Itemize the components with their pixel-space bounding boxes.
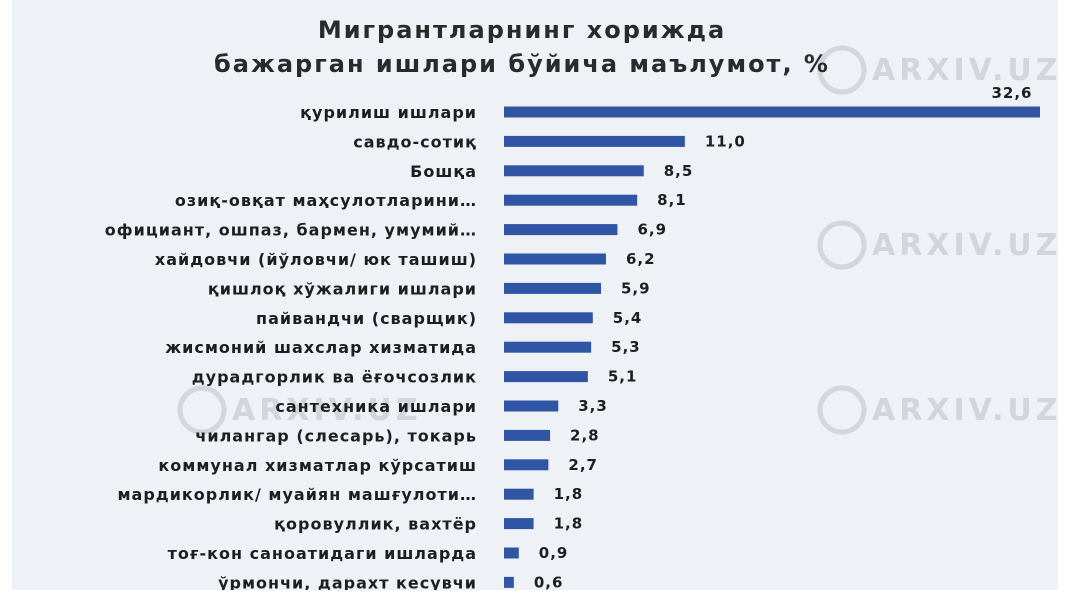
data-label: 0,9 bbox=[539, 544, 569, 562]
category-label: ўрмончи, дарахт кесувчи bbox=[218, 573, 477, 590]
watermark-magnifier-icon bbox=[177, 385, 227, 435]
bar bbox=[504, 576, 514, 588]
bars-layer: қурилиш ишлари 32,6 савдо-сотиқ 11,0 Бошқа 8,… bbox=[105, 84, 1040, 590]
chart-title-line-2: бажарган ишлари бўйича маълумот, % bbox=[214, 50, 830, 78]
watermark-layer: ARXIV.UZ ARXIV.UZ ARXIV.UZ ARXIV.UZ bbox=[177, 45, 1058, 435]
bar bbox=[504, 400, 559, 412]
category-label: дурадгорлик ва ёғочсозлик bbox=[192, 368, 477, 387]
category-label: қурилиш ишлари bbox=[300, 103, 477, 122]
chart-title-line-1: Мигрантларнинг хорижда bbox=[318, 16, 726, 44]
data-label: 8,1 bbox=[657, 191, 687, 209]
watermark-text: ARXIV.UZ bbox=[872, 53, 1058, 88]
data-label: 32,6 bbox=[991, 84, 1032, 102]
data-label: 2,7 bbox=[568, 456, 598, 474]
bar bbox=[504, 165, 644, 177]
data-label: 6,2 bbox=[626, 250, 656, 268]
bar bbox=[504, 429, 551, 441]
bar bbox=[504, 135, 685, 147]
bar bbox=[504, 194, 638, 206]
category-label: қоровуллик, вахтёр bbox=[274, 515, 477, 534]
watermark-magnifier-icon bbox=[817, 385, 867, 435]
watermark-text: ARXIV.UZ bbox=[872, 393, 1058, 428]
watermark-text: ARXIV.UZ bbox=[232, 393, 421, 428]
data-label: 1,8 bbox=[554, 515, 584, 533]
watermark-magnifier-icon bbox=[817, 45, 867, 95]
data-label: 11,0 bbox=[705, 132, 746, 150]
category-label: сантехника ишлари bbox=[275, 397, 477, 416]
bar bbox=[504, 282, 602, 294]
bar bbox=[504, 459, 549, 471]
watermark-logo: ARXIV.UZ bbox=[817, 45, 1058, 95]
category-label: қишлоқ хўжалиги ишлари bbox=[208, 279, 477, 298]
category-label: чилангар (слесарь), токарь bbox=[195, 426, 477, 445]
data-label: 1,8 bbox=[554, 485, 584, 503]
data-label: 2,8 bbox=[570, 426, 600, 444]
bar bbox=[504, 341, 592, 353]
bar bbox=[504, 547, 519, 559]
data-label: 3,3 bbox=[578, 397, 608, 415]
watermark-logo: ARXIV.UZ bbox=[817, 385, 1058, 435]
bar bbox=[504, 371, 588, 383]
bar bbox=[504, 224, 618, 236]
data-label: 5,4 bbox=[613, 309, 643, 327]
category-label: савдо-сотиқ bbox=[353, 132, 477, 151]
category-label: пайвандчи (сварщик) bbox=[256, 309, 477, 328]
bar bbox=[504, 518, 534, 530]
watermark-logo: ARXIV.UZ bbox=[177, 385, 421, 435]
category-label: тоғ-кон саноатидаги ишларда bbox=[168, 544, 477, 563]
category-label: Бошқа bbox=[410, 162, 477, 181]
data-label: 6,9 bbox=[637, 221, 667, 239]
data-label: 5,3 bbox=[611, 338, 641, 356]
bar bbox=[504, 312, 593, 324]
chart-card: ARXIV.UZ ARXIV.UZ ARXIV.UZ ARXIV.UZ Мигрант… bbox=[12, 0, 1058, 590]
bar bbox=[504, 488, 534, 500]
bar bbox=[504, 106, 1040, 118]
data-label: 5,9 bbox=[621, 279, 651, 297]
data-label: 5,1 bbox=[608, 368, 638, 386]
category-label: озиқ-овқат маҳсулотларини… bbox=[175, 191, 477, 210]
category-label: официант, ошпаз, бармен, умумий… bbox=[105, 221, 477, 240]
category-label: жисмоний шахслар хизматида bbox=[165, 338, 477, 357]
bar bbox=[504, 253, 606, 265]
category-label: хайдовчи (йўловчи/ юк ташиш) bbox=[155, 250, 477, 269]
bar-chart: ARXIV.UZ ARXIV.UZ ARXIV.UZ ARXIV.UZ Мигрант… bbox=[105, 16, 1058, 590]
category-label: коммунал хизматлар кўрсатиш bbox=[158, 456, 477, 475]
watermark-logo: ARXIV.UZ bbox=[817, 220, 1058, 270]
data-label: 0,6 bbox=[534, 573, 564, 590]
watermark-text: ARXIV.UZ bbox=[872, 228, 1058, 263]
watermark-magnifier-icon bbox=[817, 220, 867, 270]
data-label: 8,5 bbox=[664, 162, 694, 180]
category-label: мардикорлик/ муайян машғулоти… bbox=[117, 485, 477, 504]
